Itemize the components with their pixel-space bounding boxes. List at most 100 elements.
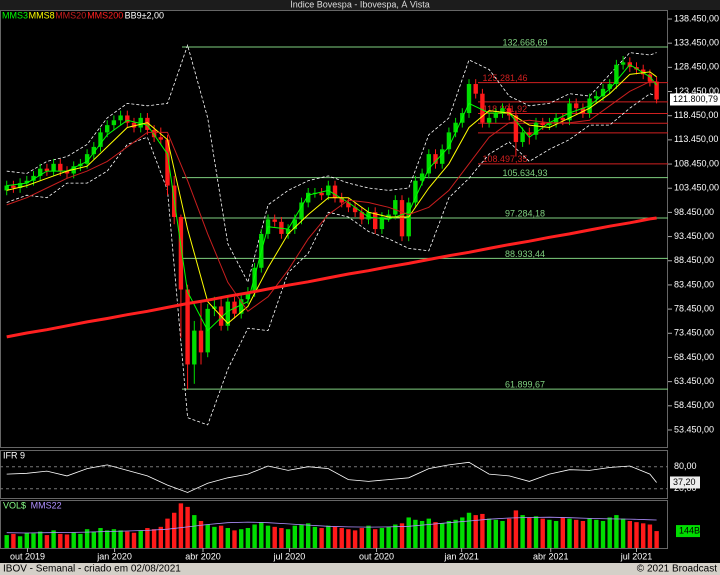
volume-bar xyxy=(185,506,190,548)
volume-bar xyxy=(118,530,123,548)
volume-bar xyxy=(44,535,50,548)
y-tick-label: 103.450,00 xyxy=(674,183,719,193)
candle-body xyxy=(647,74,653,82)
candle-body xyxy=(51,163,56,172)
volume-bar xyxy=(38,531,43,548)
candle-body xyxy=(547,122,552,126)
volume-bar xyxy=(553,520,559,548)
candle-body xyxy=(386,214,391,217)
candle-body xyxy=(520,132,525,143)
volume-bar xyxy=(192,515,197,548)
volume-bar xyxy=(17,536,23,548)
volume-bar xyxy=(587,518,592,548)
ifr-panel xyxy=(0,450,668,499)
volume-bar xyxy=(627,520,633,548)
y-tick-label: 123.450,00 xyxy=(674,86,719,96)
candle-body xyxy=(379,216,385,230)
volume-bar xyxy=(654,531,659,548)
volume-bar xyxy=(24,532,30,548)
volume-bar xyxy=(486,518,492,548)
legend-entry: MMS200 xyxy=(87,10,123,20)
candle-body xyxy=(332,185,338,198)
volume-bar xyxy=(480,513,485,548)
volume-bar xyxy=(145,528,150,548)
volume-bar xyxy=(131,532,137,548)
volume-bar xyxy=(466,512,472,548)
volume-bar xyxy=(71,532,76,548)
moving-average xyxy=(6,71,657,325)
candle-body xyxy=(306,192,311,203)
volume-bar xyxy=(306,523,311,548)
legend-entry: BB9±2,00 xyxy=(125,10,164,20)
candle-body xyxy=(553,117,559,123)
y-tick-label: 133.450,00 xyxy=(674,38,719,48)
candle-body xyxy=(145,117,150,130)
volume-bar xyxy=(292,525,298,548)
candle-body xyxy=(607,84,612,89)
candle-body xyxy=(500,108,505,114)
y-tick-label: 53.450,00 xyxy=(674,424,714,434)
volume-bar xyxy=(64,534,70,548)
candle-body xyxy=(212,306,217,309)
volume-title: VOL$ xyxy=(3,500,26,510)
volume-bar xyxy=(138,530,143,548)
level-label: 105.634,93 xyxy=(502,168,547,178)
level-label: 118.891,92 xyxy=(483,104,527,114)
volume-bar xyxy=(225,528,231,548)
candle-body xyxy=(272,219,277,222)
candle-body xyxy=(118,115,123,121)
candle-body xyxy=(131,122,137,128)
x-tick-label: abr 2020 xyxy=(185,551,221,561)
y-tick-label: 73.450,00 xyxy=(674,328,714,338)
volume-bar xyxy=(647,524,653,548)
volume-bar xyxy=(151,529,157,548)
volume-bar xyxy=(326,525,331,548)
volume-bar xyxy=(205,524,210,548)
volume-bar xyxy=(540,518,545,548)
last-price-label: 121.800,79 xyxy=(673,94,718,104)
volume-bar xyxy=(406,517,411,548)
y-tick-label: 113.450,00 xyxy=(674,134,718,144)
volume-bar xyxy=(178,503,184,548)
x-tick-label: jan 2021 xyxy=(443,551,479,561)
volume-bar xyxy=(218,525,224,548)
volume-bar xyxy=(527,517,532,548)
x-tick-label: jul 2020 xyxy=(273,551,306,561)
volume-bar xyxy=(105,530,110,548)
ifr-value-label: 37,20 xyxy=(673,477,696,487)
y-tick-label: 118.450,00 xyxy=(674,110,718,120)
candle-body xyxy=(84,154,90,164)
candle-body xyxy=(466,84,472,114)
x-tick-label: out 2019 xyxy=(10,551,45,561)
candle-body xyxy=(292,219,298,230)
candle-body xyxy=(574,103,579,109)
candle-body xyxy=(158,137,164,140)
legend-entry: MMS3 xyxy=(2,10,28,20)
candle-body xyxy=(426,154,432,174)
volume-bar xyxy=(31,533,36,548)
volume-bar xyxy=(547,519,552,548)
y-tick-label: 98.450,00 xyxy=(674,207,714,217)
candle-body xyxy=(105,125,110,133)
volume-bar xyxy=(614,515,619,548)
candle-body xyxy=(580,108,586,114)
volume-bar xyxy=(567,518,572,548)
volume-bar xyxy=(252,524,257,548)
volume-bar xyxy=(399,523,405,548)
volume-bar xyxy=(513,510,519,548)
bollinger-upper xyxy=(6,43,657,284)
volume-bar xyxy=(580,520,586,548)
candle-body xyxy=(285,229,291,234)
candle-body xyxy=(620,62,626,65)
legend-entry: MMS8 xyxy=(29,10,55,20)
candle-body xyxy=(24,180,30,184)
volume-bar xyxy=(607,517,612,548)
candle-body xyxy=(11,185,16,188)
candle-body xyxy=(252,267,257,292)
candle-body xyxy=(399,200,405,237)
candle-body xyxy=(359,212,365,220)
candle-body xyxy=(198,330,204,353)
volume-bar xyxy=(272,526,277,548)
candle-body xyxy=(446,132,452,150)
